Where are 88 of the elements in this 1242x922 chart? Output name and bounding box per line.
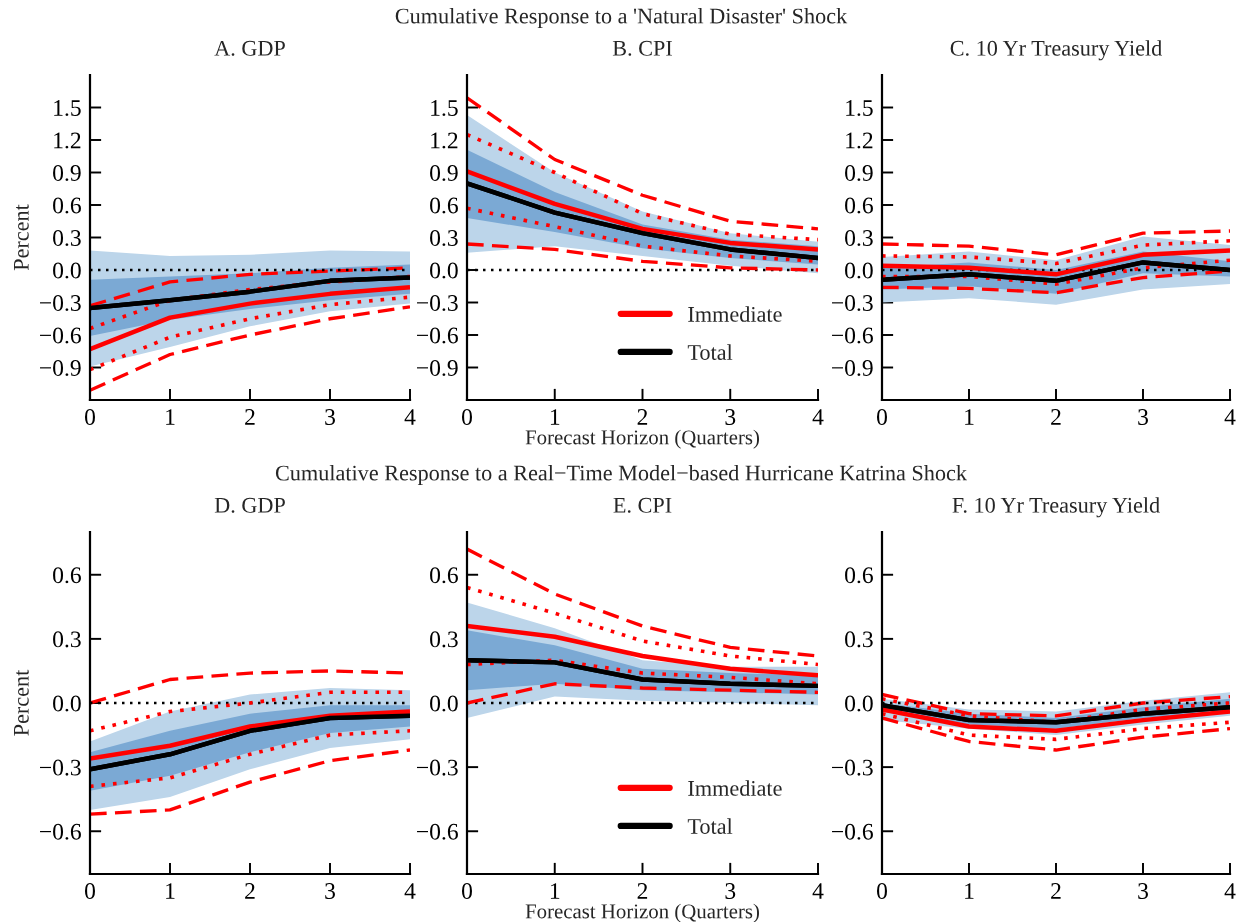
x-tick-label: 2 [637,883,648,899]
y-tick-label: 1.5 [431,100,458,117]
x-tick-label: 4 [812,883,824,899]
y-tick-label: −0.3 [832,759,873,776]
text: Cumulative Response to a Real−Time Model−based Hurricane Katrina Shock [275,464,967,486]
y-tick-label: −0.3 [417,294,458,312]
x-tick-label: 3 [325,883,335,899]
y-tick-label: 1.2 [54,132,81,149]
y-axis-title: Percent [14,669,29,736]
chart-title: D. GDP [214,497,285,513]
x-tick-label: 1 [550,409,560,425]
y-tick-label: −0.6 [40,823,81,840]
y-tick-label: −0.3 [832,294,873,312]
x-tick-label: 2 [245,409,255,425]
y-tick-label: 1.2 [846,132,873,149]
x-tick-label: 3 [1138,883,1148,899]
x-tick-label: 2 [1051,883,1061,899]
y-tick-label: 0.6 [845,197,873,214]
y-tick-label: 0.3 [53,631,81,648]
x-tick-label: 1 [550,883,560,899]
x-tick-label: 0 [877,883,887,899]
y-tick-label: 1.5 [846,100,873,117]
y-tick-label: −0.9 [832,359,873,377]
y-tick-label: 0.6 [53,197,81,214]
x-tick-label: 0 [877,409,887,425]
x-tick-label: 2 [637,409,648,425]
x-tick-label: 1 [965,409,974,425]
x-axis-title: Forecast Horizon (Quarters) [525,903,760,922]
y-tick-label: 0.0 [430,262,458,279]
x-tick-label: 2 [1051,409,1061,425]
chart-title: B. CPI [612,40,672,56]
x-tick-label: 0 [85,883,95,899]
y-tick-label: −0.3 [40,759,81,776]
y-tick-label: 0.3 [845,229,873,247]
y-tick-label: −0.6 [832,327,873,344]
x-tick-label: 0 [85,409,95,425]
y-tick-label: −0.6 [417,823,458,840]
y-tick-label: 0.6 [845,567,873,584]
legend-label: Total [687,344,733,360]
y-tick-label: 1.5 [54,100,81,117]
x-tick-label: 4 [812,409,824,425]
x-tick-label: 3 [725,883,736,899]
y-tick-label: 0.0 [845,262,873,279]
chart-title: A. GDP [214,40,285,56]
y-tick-label: 0.3 [430,229,458,247]
x-tick-label: 3 [1138,409,1148,425]
x-tick-label: 4 [404,409,416,425]
x-tick-label: 1 [166,883,175,899]
y-tick-label: −0.3 [417,759,458,776]
x-tick-label: 0 [462,409,472,425]
y-axis-title: Percent [14,204,29,271]
y-tick-label: 0.6 [53,567,81,584]
x-tick-label: 4 [404,883,416,899]
y-tick-label: −0.6 [832,823,873,840]
x-tick-label: 1 [965,883,974,899]
legend-label: Total [687,818,733,834]
y-tick-label: −0.6 [417,327,458,344]
y-tick-label: 0.9 [53,164,81,182]
text: Cumulative Response to a 'Natural Disaster' Shock [395,7,848,29]
x-axis-title: Forecast Horizon (Quarters) [525,429,760,449]
y-tick-label: 0.6 [430,197,458,214]
y-tick-label: 0.9 [430,164,458,182]
y-tick-label: 0.3 [53,229,81,247]
x-tick-label: 4 [1224,883,1236,899]
x-tick-label: 3 [725,409,736,425]
chart-title: C. 10 Yr Treasury Yield [950,40,1163,61]
y-tick-label: −0.3 [40,294,81,312]
legend-label: Immediate [688,780,782,796]
x-tick-label: 0 [462,883,472,899]
y-tick-label: −0.9 [417,359,458,377]
y-tick-label: 1.2 [431,132,458,149]
y-tick-label: 0.0 [53,695,81,712]
chart-title: F. 10 Yr Treasury Yield [952,497,1160,518]
y-tick-label: 0.3 [430,631,458,648]
chart-title: E. CPI [613,497,672,513]
x-tick-label: 2 [245,883,255,899]
legend-label: Immediate [688,306,782,322]
y-tick-label: −0.6 [40,327,81,344]
y-tick-label: 0.0 [53,262,81,279]
y-tick-label: −0.9 [40,359,81,377]
y-tick-label: 0.0 [430,695,458,712]
y-tick-label: 0.6 [430,567,458,584]
x-tick-label: 3 [325,409,335,425]
y-tick-label: 0.0 [845,695,873,712]
x-tick-label: 4 [1224,409,1236,425]
y-tick-label: 0.3 [845,631,873,648]
x-tick-label: 1 [166,409,175,425]
y-tick-label: 0.9 [845,164,873,182]
